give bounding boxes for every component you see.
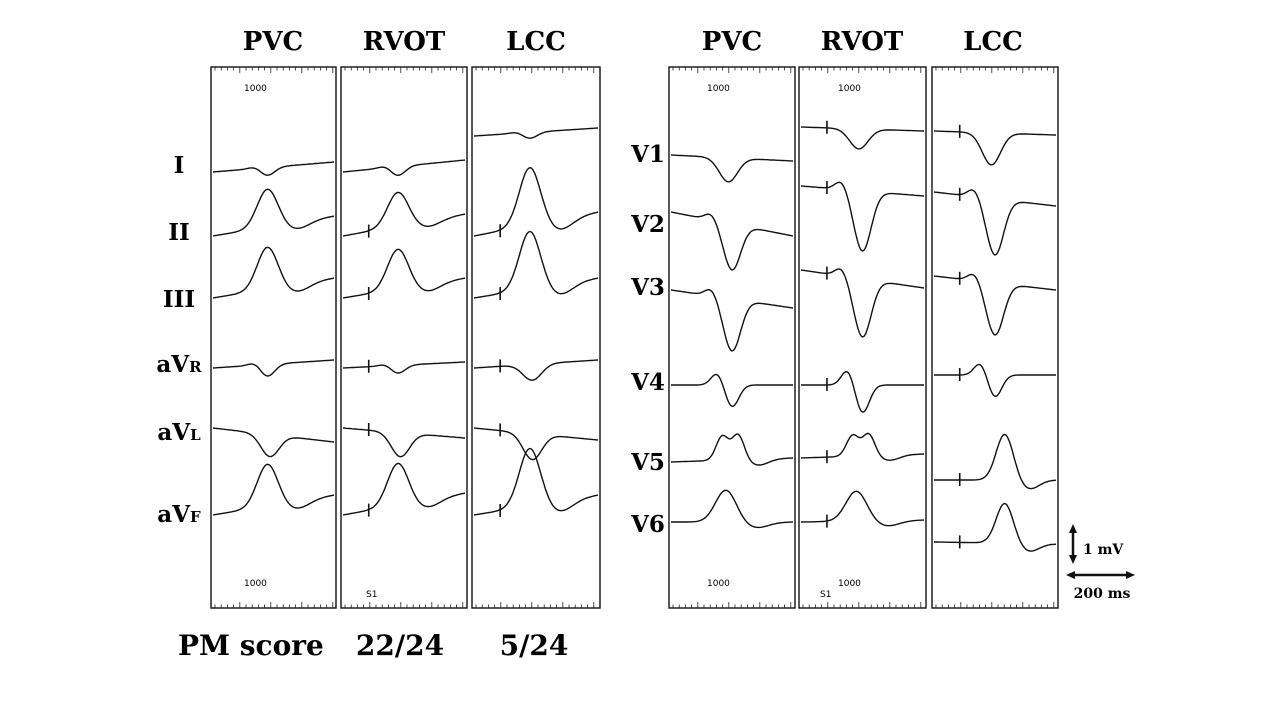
trace-V2-pvc (670, 211, 794, 271)
voltage-arrow-down (1069, 555, 1077, 564)
trace-V1-lcc (933, 130, 1056, 166)
left-pvc-frame (210, 66, 337, 609)
right-rvot-s1-mark: S1 (820, 590, 831, 600)
left-lcc-frame (471, 66, 601, 609)
trace-V4-lcc (934, 363, 1056, 397)
trace-V4-rvot (801, 371, 924, 413)
left-rvot-bottom-mark: S1 (366, 590, 377, 600)
lead-label-V5: V5 (630, 449, 665, 476)
right-lcc-frame (931, 66, 1059, 609)
lead-label-aVF: aVF (157, 501, 201, 528)
pm-score-rvot: 22/24 (356, 629, 444, 662)
panels (210, 66, 1059, 609)
left-col-header-rvot: RVOT (363, 27, 446, 57)
lead-label-V6: V6 (630, 511, 665, 538)
left-pvc-top-mark: 1000 (244, 84, 267, 94)
right-pvc-top-mark: 1000 (707, 84, 730, 94)
lead-label-aVL: aVL (157, 419, 201, 446)
trace-aVL-pvc (212, 427, 335, 458)
trace-III-rvot (342, 248, 466, 299)
trace-V5-lcc (934, 433, 1057, 490)
right-col-header-rvot: RVOT (821, 27, 904, 57)
trace-V5-rvot (800, 432, 925, 461)
lead-label-V4: V4 (630, 369, 665, 396)
right-rvot-top-mark: 1000 (838, 84, 861, 94)
trace-V3-lcc (933, 273, 1057, 336)
trace-V6-rvot (801, 490, 924, 527)
trace-aVF-pvc (212, 463, 335, 516)
lead-label-V1: V1 (630, 141, 665, 168)
trace-aVF-lcc (473, 447, 599, 516)
trace-V2-rvot (800, 181, 925, 252)
left-lcc-ticks (475, 67, 595, 608)
trace-I-lcc (473, 127, 599, 139)
trace-aVR-pvc (212, 359, 335, 377)
right-col-header-pvc: PVC (702, 27, 762, 57)
time-arrow-right (1126, 571, 1135, 579)
right-pvc-bottom-mark: 1000 (707, 579, 730, 589)
trace-I-rvot (342, 159, 466, 176)
left-col-header-pvc: PVC (243, 27, 303, 57)
trace-III-lcc (473, 230, 599, 299)
trace-aVL-lcc (473, 427, 599, 461)
left-pvc-ticks (214, 67, 334, 608)
right-rvot-frame (798, 66, 927, 609)
lead-label-III: III (163, 286, 195, 313)
lead-label-I: I (174, 152, 185, 179)
trace-aVR-lcc (473, 359, 599, 381)
right-lcc-ticks (935, 67, 1055, 608)
lead-label-V2: V2 (630, 211, 665, 238)
trace-aVF-rvot (342, 462, 466, 516)
trace-V3-rvot (800, 268, 925, 338)
right-pvc-ticks (672, 67, 792, 608)
left-pvc-bottom-mark: 1000 (244, 579, 267, 589)
right-pvc-frame (668, 66, 796, 609)
trace-II-rvot (342, 191, 466, 237)
trace-V5-pvc (670, 433, 794, 466)
right-col-header-lcc: LCC (963, 27, 1023, 57)
left-rvot-frame (340, 66, 468, 609)
pm-score-lcc: 5/24 (500, 629, 569, 662)
trace-V6-lcc (934, 502, 1057, 552)
lead-label-V3: V3 (630, 274, 665, 301)
trace-I-pvc (212, 161, 335, 176)
pm-score-label: PM score (178, 629, 324, 662)
trace-II-lcc (473, 167, 599, 237)
voltage-scale-label: 1 mV (1083, 542, 1124, 558)
trace-V6-pvc (671, 489, 793, 529)
trace-V4-pvc (671, 373, 793, 407)
lead-label-aVR: aVR (156, 351, 202, 378)
trace-aVR-rvot (342, 361, 466, 374)
lead-label-II: II (168, 219, 190, 246)
time-arrow-left (1066, 571, 1075, 579)
right-rvot-bottom-mark: 1000 (838, 579, 861, 589)
voltage-arrow-up (1069, 524, 1077, 533)
trace-V1-rvot (800, 126, 924, 150)
trace-III-pvc (212, 246, 335, 299)
time-scale-label: 200 ms (1074, 586, 1131, 602)
trace-V2-lcc (933, 189, 1057, 256)
right-rvot-ticks (802, 67, 922, 608)
trace-V3-pvc (670, 289, 794, 352)
trace-II-pvc (212, 188, 335, 237)
left-col-header-lcc: LCC (506, 27, 566, 57)
trace-aVL-rvot (342, 427, 466, 458)
scale-bar: 1 mV 200 ms (1066, 524, 1135, 602)
left-rvot-ticks (344, 67, 464, 608)
trace-V1-pvc (670, 154, 794, 183)
